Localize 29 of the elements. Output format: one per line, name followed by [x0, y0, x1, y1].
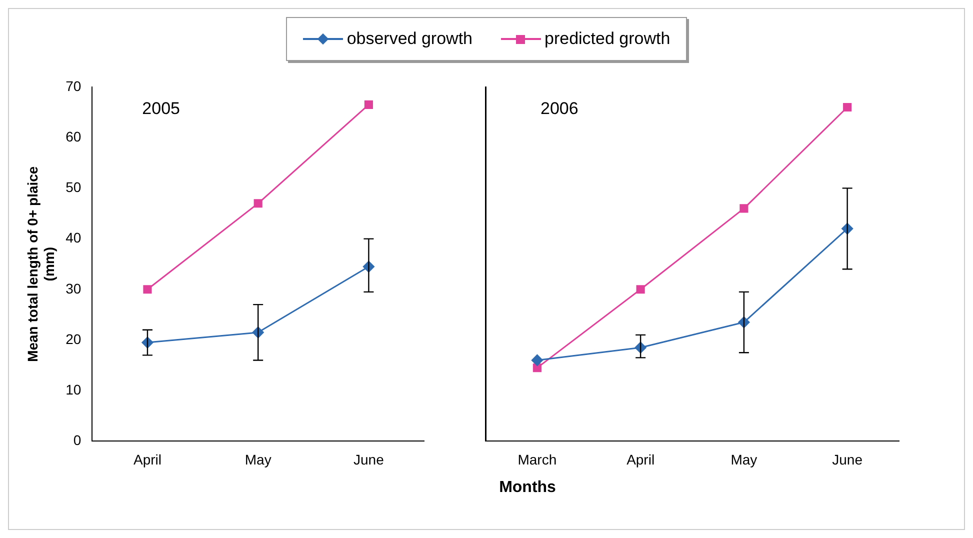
x-tick-label: March [518, 451, 557, 468]
y-tick-label: 60 [66, 128, 82, 144]
annotation: 2006 [540, 99, 578, 119]
y-tick-label: 30 [66, 280, 82, 296]
x-tick-label: June [832, 451, 863, 468]
y-tick-label: 50 [66, 179, 82, 196]
annotation: 2005 [142, 99, 180, 119]
point [843, 102, 852, 112]
point [740, 204, 748, 213]
y-tick-label: 20 [66, 330, 82, 347]
y-tick-label: 10 [66, 381, 82, 398]
point [636, 285, 645, 294]
y-tick-label: 70 [66, 78, 82, 94]
y-tick-label: 0 [73, 432, 82, 448]
point [531, 354, 543, 366]
y-axis-title: Mean total length of 0+ plaice (mm) [24, 166, 58, 362]
point [254, 199, 262, 208]
y-tick-label: 40 [66, 230, 82, 246]
point [364, 100, 373, 109]
x-tick-label: June [354, 451, 384, 468]
x-tick-label: April [133, 451, 162, 468]
point [143, 285, 152, 294]
x-tick-label: May [730, 451, 758, 468]
legend-label: observed growth [346, 29, 472, 49]
x-tick-label: May [244, 451, 272, 468]
legend-label: predicted growth [544, 29, 670, 49]
x-axis-title: Months [499, 479, 556, 496]
x-tick-label: April [626, 451, 655, 468]
point [532, 364, 542, 372]
